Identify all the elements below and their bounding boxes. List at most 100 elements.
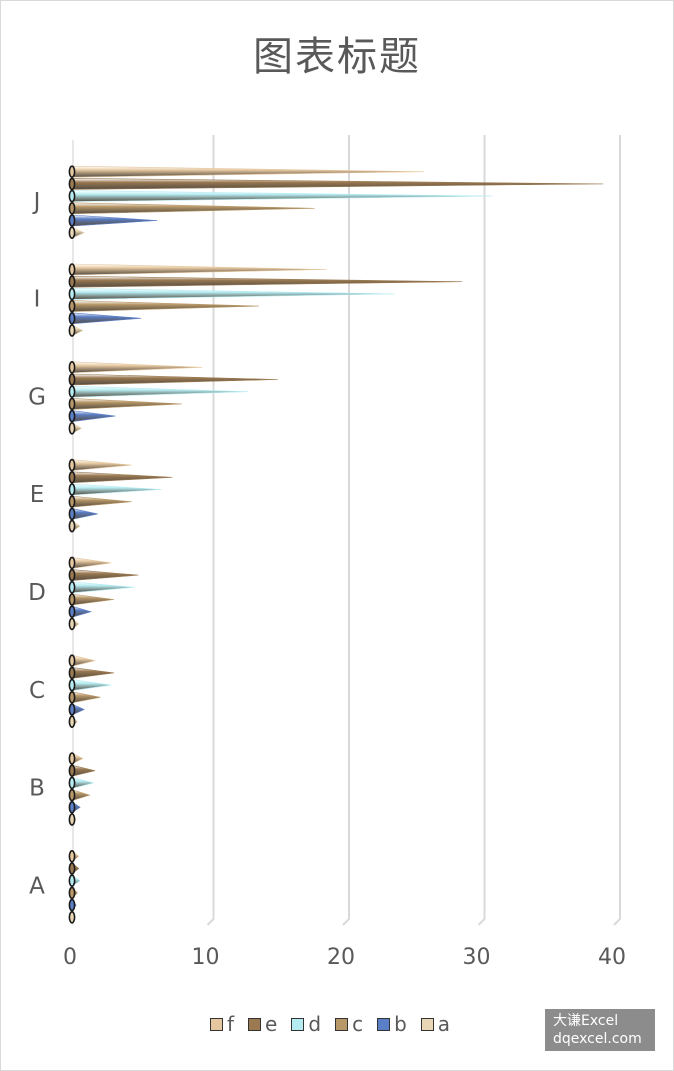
x-tick-label: 20 [327,945,355,970]
bar-base-cap [68,690,76,704]
gridline [477,135,486,926]
bar-e-E [71,471,173,484]
bar-c-D [71,593,115,606]
y-category-label: E [30,482,45,508]
bar-base-cap [68,849,76,863]
bar-base-cap [68,715,76,729]
y-category-label: G [28,384,46,410]
legend-item-b: b [377,1012,407,1036]
bar-f-C [71,654,96,667]
bar-base-cap [68,397,76,411]
y-category-label: I [34,287,41,313]
legend-label: b [394,1012,407,1036]
bar-base-cap [68,189,76,203]
chart-title: 图表标题 [253,34,421,80]
legend-label: d [308,1012,322,1036]
bar-base-cap [68,556,76,570]
bar-base-cap [68,214,76,227]
bar-base-cap [68,764,76,778]
bar-base-cap [68,580,76,594]
bar-b-E [71,508,98,520]
bar-c-J [71,202,315,215]
bar-base-cap [68,507,76,521]
bar-base-cap [68,311,76,325]
bar-c-C [71,691,101,704]
bar-base-cap [68,874,76,888]
bar-base-cap [68,299,76,313]
bar-b-I [71,312,142,325]
bar-base-cap [68,703,76,716]
watermark-line1: 大谦Excel [553,1013,619,1029]
bar-f-D [71,557,112,569]
bar-c-G [71,398,182,410]
legend-swatch [420,1017,434,1031]
x-tick-label: 0 [63,945,77,970]
bar-d-J [71,190,493,202]
bar-d-D [71,581,135,594]
legend-item-c: c [335,1012,363,1036]
bar-base-cap [68,263,76,276]
bar-d-E [71,483,162,496]
bar-base-cap [68,519,76,533]
bar-base-cap [68,373,76,386]
bar-e-B [71,764,96,777]
bar-f-J [71,165,425,178]
bar-b-G [71,410,116,422]
legend-swatch [377,1017,391,1031]
bar-base-cap [68,360,76,374]
bar-base-cap [68,202,76,215]
legend-swatch [291,1017,305,1031]
legend-label: f [227,1012,235,1036]
x-tick-label: 10 [192,945,220,970]
bar-base-cap [68,568,76,582]
legend-label: e [265,1012,278,1036]
legend-item-a: a [420,1012,451,1036]
y-category-label: J [32,189,41,215]
watermark: 大谦Excel dqexcel.com [545,1009,655,1051]
bar-base-cap [68,752,76,765]
bar-base-cap [68,470,76,484]
bar-base-cap [68,483,76,496]
legend-item-f: f [210,1012,234,1036]
bar-f-G [71,361,203,374]
y-category-label: A [29,873,45,899]
x-tick-label: 40 [598,945,626,970]
bar-base-cap [68,324,76,337]
legend-swatch [210,1017,223,1031]
legend-item-d: d [291,1012,321,1036]
bar-c-I [71,300,259,312]
bar-base-cap [68,275,76,289]
legend-label: a [437,1012,451,1036]
bar-base-cap [68,617,76,631]
gridline [342,135,350,926]
bar-base-cap [68,385,76,399]
bar-base-cap [68,495,76,509]
bar-base-cap [68,910,76,924]
bar-base-cap [68,421,76,435]
gridline [613,135,621,926]
legend-swatch [248,1017,262,1031]
bar-base-cap [68,287,76,301]
legend-label: c [352,1012,364,1036]
bar-base-cap [68,458,76,472]
bar-base-cap [68,813,76,826]
x-tick-label: 30 [463,945,491,970]
bar-base-cap [68,862,76,875]
bar-base-cap [68,886,76,900]
bar-e-I [71,275,463,288]
gridline [206,135,215,926]
y-category-label: C [29,678,45,704]
bar-f-I [71,263,327,276]
bar-d-G [71,385,249,398]
bar-base-cap [68,776,76,790]
bar-base-cap [68,800,76,814]
bar-e-G [71,373,278,386]
bar-e-J [71,178,604,190]
bar-base-cap [68,593,76,606]
bar-base-cap [68,165,76,178]
bar-f-E [71,459,132,471]
bar-d-I [71,288,395,300]
